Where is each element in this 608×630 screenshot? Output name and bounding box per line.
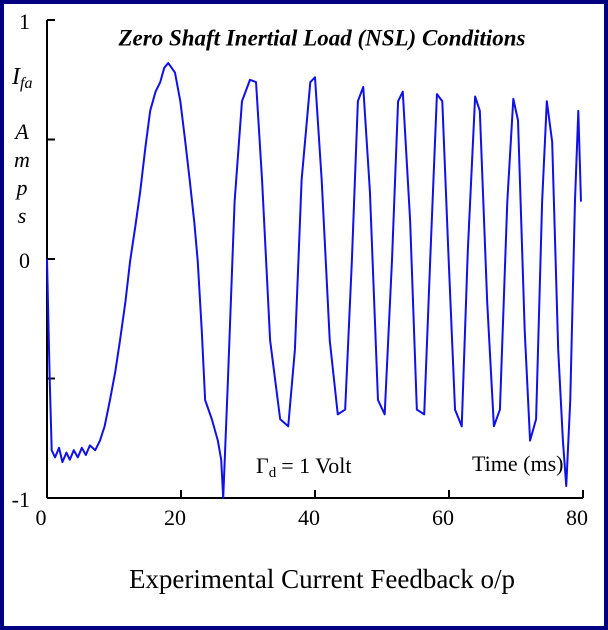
y-label: Ifa (11, 64, 32, 92)
data-line (46, 62, 582, 499)
x-tick-label: 40 (298, 505, 320, 530)
x-tick-label: 60 (432, 505, 454, 530)
y-unit-box: Amps (14, 119, 30, 228)
caption: Experimental Current Feedback o/p (129, 564, 515, 594)
y-label-symbol: I (11, 64, 21, 90)
y-tick-label: 0 (19, 248, 30, 273)
x-tick-label: 80 (566, 505, 588, 530)
y-label-subscript: fa (20, 75, 32, 92)
annotation-subscript: d (269, 465, 277, 481)
annotation-symbol: Γ (256, 453, 269, 478)
annotation-text: = 1 Volt (281, 453, 351, 478)
x-tick-label: 0 (36, 505, 47, 530)
x-tick-label: 20 (164, 505, 186, 530)
y-unit: Amps (14, 119, 30, 228)
y-tick-label: -1 (12, 487, 30, 512)
annotation: Γd = 1 Volt (256, 453, 352, 481)
y-tick-label: 1 (19, 9, 30, 34)
chart-title: Zero Shaft Inertial Load (NSL) Condition… (117, 25, 525, 50)
x-label: Time (ms) (472, 451, 563, 476)
